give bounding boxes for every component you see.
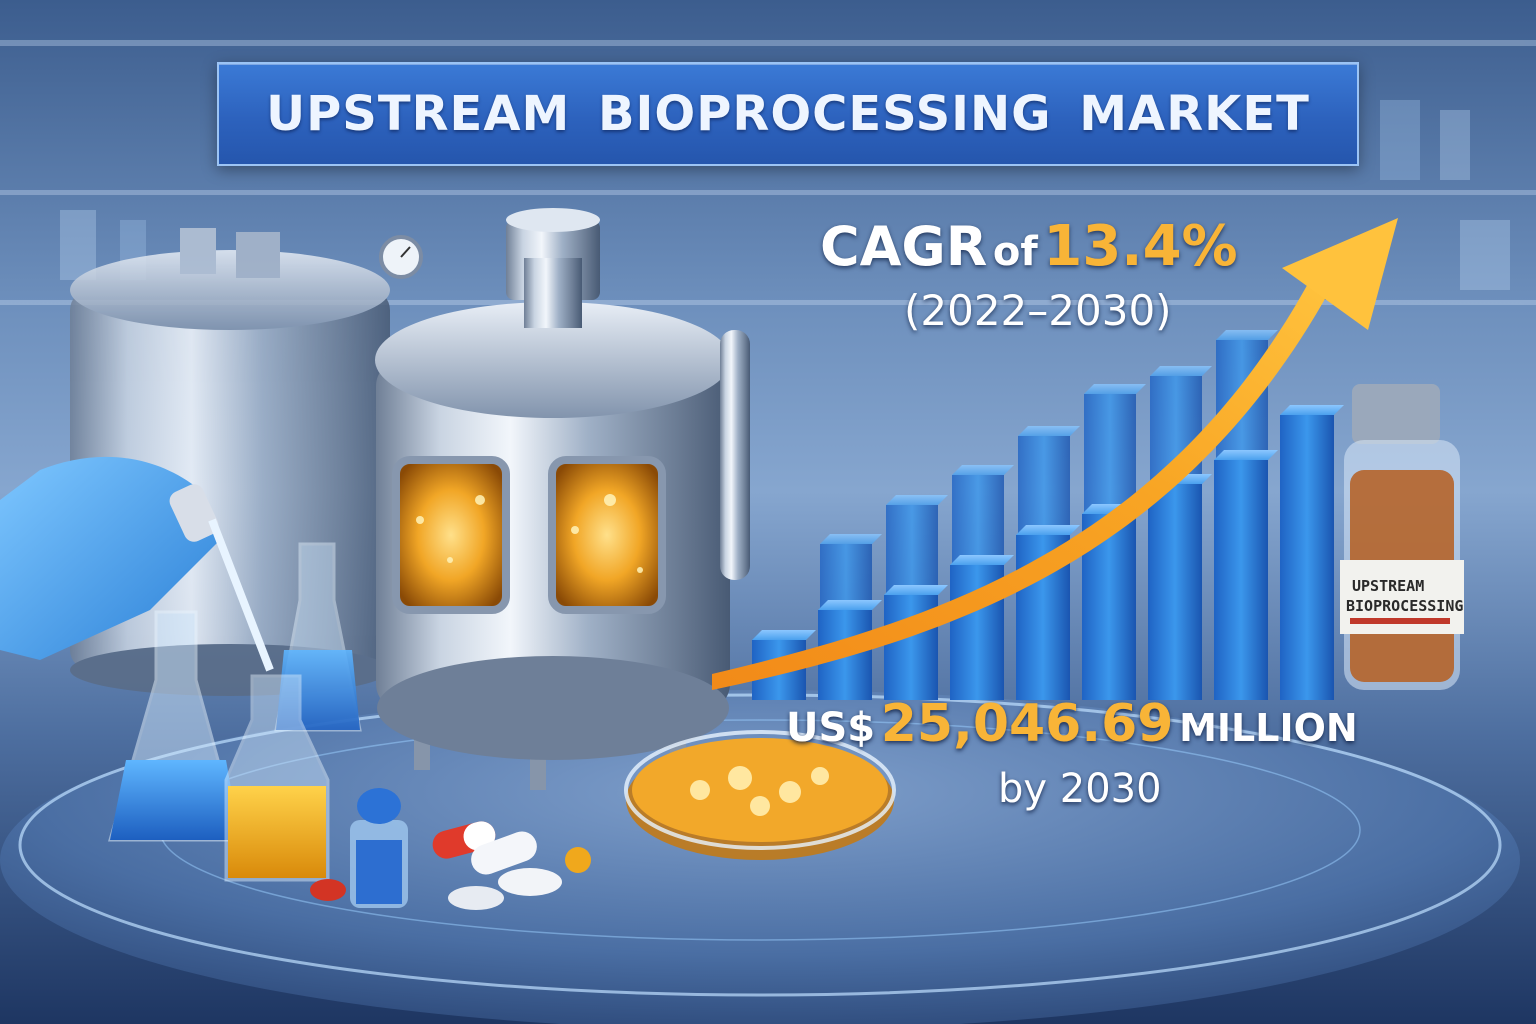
back-bar-top-2 (886, 495, 948, 505)
market-value-headline: US$ 25,046.69 MILLION (786, 694, 1358, 754)
front-bar-top-9 (1280, 405, 1344, 415)
trend-arrow-icon (712, 218, 1398, 690)
vial-label-line2: BIOPROCESSING (1346, 597, 1463, 615)
cagr-label: CAGR (820, 215, 988, 278)
back-bar-top-7 (1216, 330, 1278, 340)
petri-dish-icon (624, 730, 896, 860)
vial-label-line1: UPSTREAM (1352, 577, 1424, 595)
flask-icon (108, 542, 362, 882)
title-banner: UPSTREAM BIOPROCESSING MARKET (217, 62, 1359, 166)
back-bar-top-5 (1084, 384, 1146, 394)
cagr-connector: of (992, 229, 1038, 275)
cagr-headline: CAGR of 13.4% (820, 214, 1238, 279)
front-bar-top-4 (950, 555, 1014, 565)
target-year: by 2030 (998, 766, 1162, 812)
back-bar-top-6 (1150, 366, 1212, 376)
market-value-unit: MILLION (1179, 706, 1358, 750)
back-bar-top-4 (1018, 426, 1080, 436)
pill-icon (310, 788, 591, 910)
front-bar-top-1 (752, 630, 816, 640)
front-bar-top-3 (884, 585, 948, 595)
back-bar-top-3 (952, 465, 1014, 475)
bioreactor-icon (375, 208, 750, 790)
page-title: UPSTREAM BIOPROCESSING MARKET (266, 86, 1310, 142)
front-bar-top-2 (818, 600, 882, 610)
front-bar-top-8 (1214, 450, 1278, 460)
pipette-icon (0, 456, 274, 672)
front-bar-top-5 (1016, 525, 1080, 535)
vial-icon: UPSTREAM BIOPROCESSING (1340, 384, 1464, 690)
front-bar-9 (1280, 415, 1334, 700)
front-bar-8 (1214, 460, 1268, 700)
market-stats: CAGR of 13.4% (2022–2030) US$ 25,046.69 … (780, 200, 1520, 840)
cagr-rate: 13.4% (1043, 214, 1238, 279)
forecast-period: (2022–2030) (904, 286, 1172, 335)
market-value-amount: 25,046.69 (880, 694, 1174, 754)
currency-label: US$ (786, 705, 876, 751)
back-bar-top-1 (820, 534, 882, 544)
front-bar-7 (1148, 484, 1202, 700)
growth-bar-chart (752, 330, 1344, 700)
